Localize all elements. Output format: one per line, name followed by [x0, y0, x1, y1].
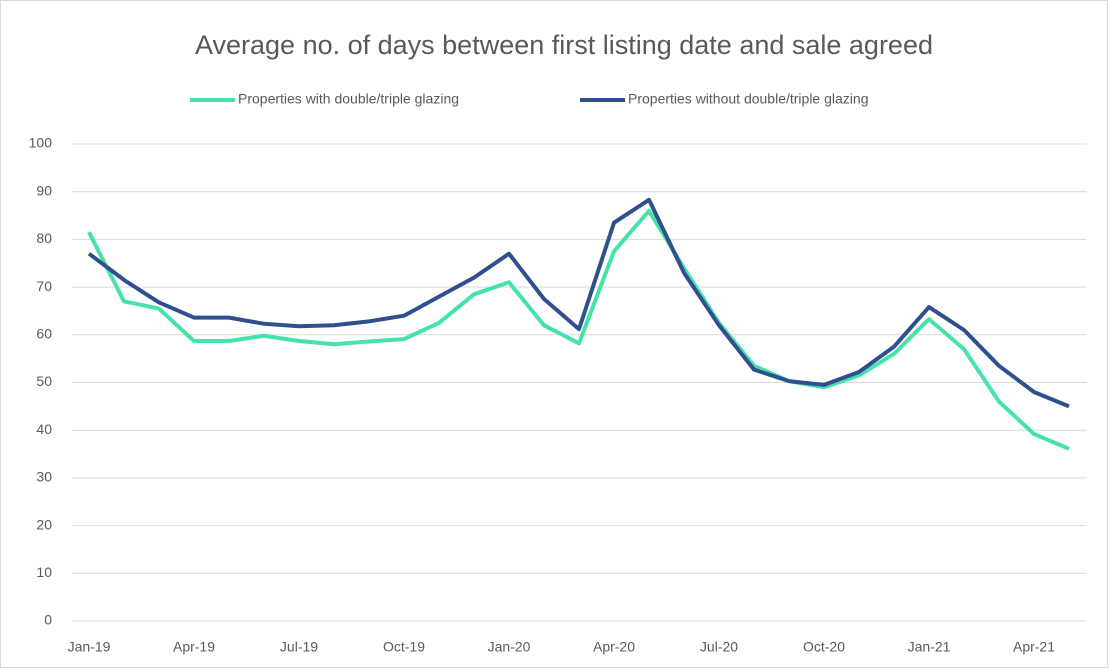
y-tick-label: 40	[36, 421, 52, 437]
x-tick-label: Oct-19	[383, 639, 425, 655]
x-tick-label: Jan-21	[908, 639, 951, 655]
x-tick-label: Jan-20	[488, 639, 531, 655]
x-tick-label: Apr-19	[173, 639, 215, 655]
y-tick-label: 0	[44, 612, 52, 628]
x-tick-label: Jan-19	[68, 639, 111, 655]
x-tick-label: Apr-21	[1013, 639, 1055, 655]
y-tick-label: 30	[36, 469, 52, 485]
y-tick-label: 90	[36, 182, 52, 198]
chart-title: Average no. of days between first listin…	[195, 30, 933, 60]
x-tick-label: Jul-19	[280, 639, 318, 655]
series-line	[87, 197, 1070, 409]
y-tick-label: 60	[36, 326, 52, 342]
x-tick-label: Jul-20	[700, 639, 738, 655]
y-tick-label: 50	[36, 373, 52, 389]
x-tick-label: Oct-20	[803, 639, 845, 655]
y-tick-label: 80	[36, 230, 52, 246]
y-tick-label: 10	[36, 564, 52, 580]
legend-label: Properties without double/triple glazing	[628, 91, 868, 107]
x-tick-label: Apr-20	[593, 639, 635, 655]
series-line	[87, 208, 1070, 451]
y-tick-label: 20	[36, 516, 52, 532]
legend-label: Properties with double/triple glazing	[238, 91, 459, 107]
y-tick-label: 100	[29, 135, 53, 151]
y-tick-label: 70	[36, 278, 52, 294]
